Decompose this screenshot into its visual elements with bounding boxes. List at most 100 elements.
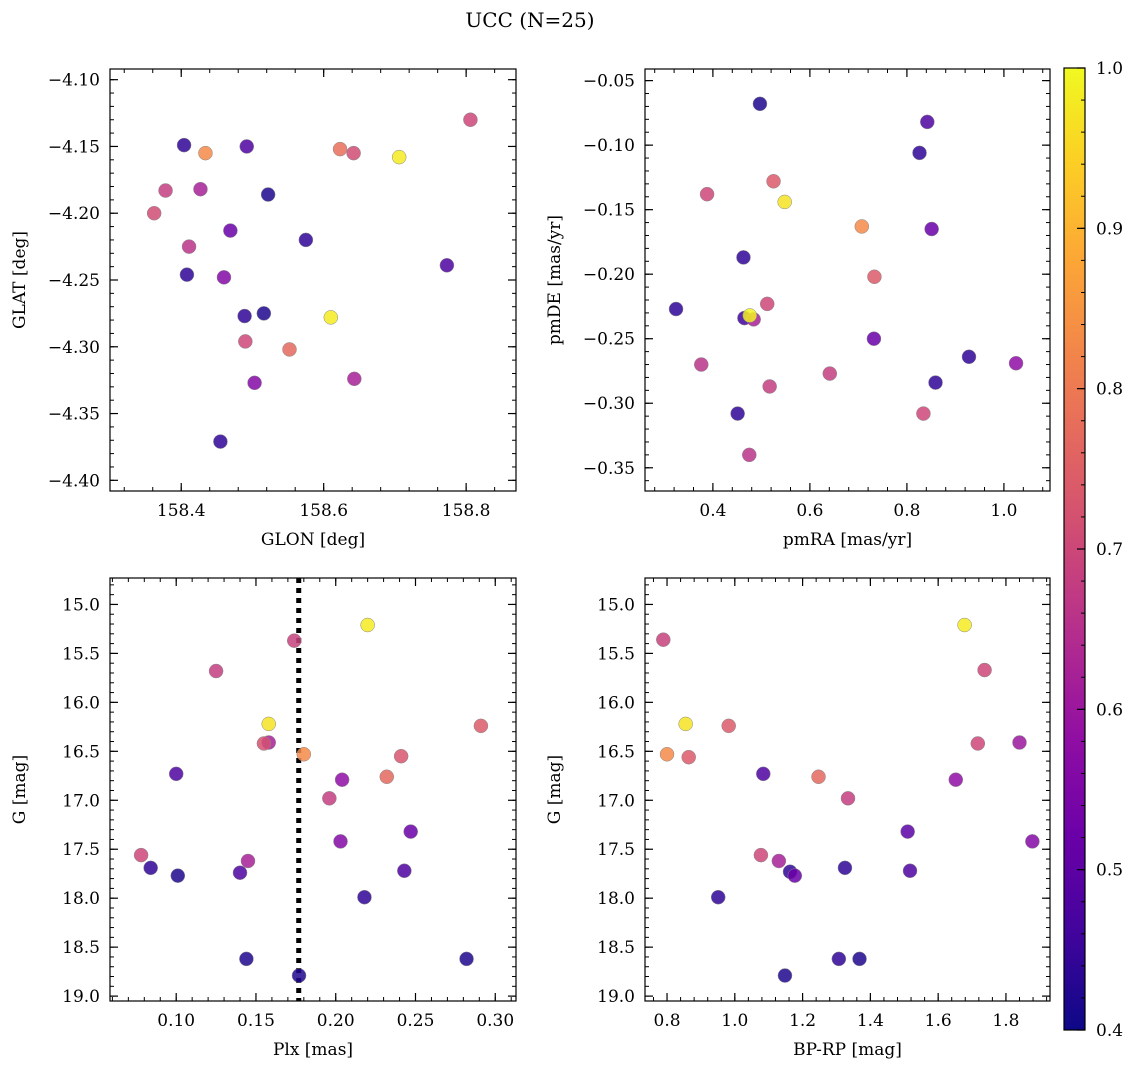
x-tick-label: 0.10 — [157, 1011, 195, 1031]
scatter-point — [282, 342, 297, 357]
colorbar: 0.4 0.5 0.6 0.7 0.8 0.9 1.0 — [1063, 59, 1123, 1041]
colorbar-tick-label: 0.9 — [1096, 219, 1123, 239]
scatter-point — [742, 447, 757, 463]
scatter-point — [916, 406, 931, 421]
data-points — [668, 96, 1024, 463]
scatter-point — [928, 375, 943, 390]
scatter-point — [920, 114, 935, 130]
x-tick-label: 1.2 — [789, 1011, 816, 1031]
scatter-point — [397, 863, 412, 879]
scatter-panel-1: 158.4 158.6 158.8 −4.40 −4.35 −4.30 −4.25 −4.20… — [10, 68, 517, 550]
scatter-point — [1025, 834, 1040, 849]
x-tick-label: 0.8 — [654, 1011, 681, 1031]
scatter-point — [256, 736, 272, 751]
y-tick-label: −4.10 — [48, 71, 100, 91]
scatter-point — [298, 232, 314, 248]
y-axis-label: G [mag] — [545, 755, 565, 824]
y-tick-label: −4.35 — [48, 405, 100, 425]
y-tick-label: 19.0 — [597, 987, 635, 1007]
y-tick-label: 15.5 — [597, 644, 635, 664]
scatter-point — [840, 791, 856, 806]
scatter-point — [961, 349, 977, 365]
scatter-point — [216, 270, 232, 285]
scatter-point — [948, 772, 964, 787]
scatter-point — [391, 149, 407, 165]
y-tick-label: −0.25 — [583, 330, 635, 350]
y-tick-label: 17.5 — [597, 840, 635, 860]
colorbar-tick-label: 0.4 — [1096, 1021, 1123, 1041]
y-tick-label: −0.35 — [583, 459, 635, 479]
scatter-point — [322, 791, 337, 806]
scatter-point — [837, 860, 853, 876]
y-tick-label: 17.0 — [62, 791, 100, 811]
scatter-point — [291, 968, 307, 983]
x-tick-label: 0.20 — [317, 1011, 355, 1031]
scatter-point — [854, 219, 870, 234]
scatter-point — [240, 853, 256, 869]
x-tick-label: 0.6 — [796, 501, 823, 521]
scatter-panel-4: 0.8 1.0 1.2 1.4 1.6 1.8 15.0 15.5 16.0 16.5 17.0 17… — [545, 577, 1051, 1060]
scatter-point — [1008, 355, 1024, 371]
scatter-point — [170, 868, 186, 883]
scatter-point — [822, 366, 838, 381]
y-tick-label: 17.5 — [62, 840, 100, 860]
x-axis-label: GLON [deg] — [261, 530, 365, 550]
scatter-point — [158, 183, 173, 198]
y-tick-label: 19.0 — [62, 987, 100, 1007]
scatter-point — [787, 868, 803, 883]
scatter-point — [261, 716, 276, 732]
axes-frame — [644, 68, 1051, 492]
y-tick-label: 18.5 — [62, 938, 100, 958]
y-tick-label: 16.5 — [62, 742, 100, 762]
scatter-point — [439, 258, 455, 273]
minor-ticks — [110, 578, 516, 1001]
scatter-point — [347, 371, 362, 387]
x-tick-label: 1.6 — [925, 1011, 952, 1031]
y-tick-label: −4.25 — [48, 271, 100, 291]
scatter-point — [710, 889, 726, 905]
scatter-point — [736, 250, 751, 265]
scatter-point — [970, 736, 986, 751]
scatter-point — [333, 834, 348, 849]
x-tick-label: 0.30 — [476, 1011, 514, 1031]
scatter-point — [143, 860, 158, 876]
scatter-point — [256, 306, 272, 321]
axes-frame — [109, 577, 517, 1002]
scatter-point — [1012, 735, 1027, 750]
scatter-point — [777, 194, 792, 210]
scatter-point — [759, 296, 775, 312]
x-tick-label: 1.8 — [992, 1011, 1019, 1031]
scatter-point — [360, 617, 375, 633]
scatter-panel-3: 0.10 0.15 0.20 0.25 0.30 15.0 15.5 16.0 16.5 17.0… — [10, 577, 517, 1060]
scatter-point — [232, 865, 248, 880]
scatter-point — [721, 718, 736, 734]
y-tick-label: −0.15 — [583, 201, 635, 221]
x-tick-label: 0.15 — [237, 1011, 275, 1031]
y-tick-label: 18.5 — [597, 938, 635, 958]
scatter-point — [463, 112, 478, 127]
scatter-panel-2: 0.4 0.6 0.8 1.0 −0.35 −0.30 −0.25 −0.20 −0.15 −0.… — [545, 68, 1051, 550]
minor-ticks — [645, 578, 1050, 1001]
x-tick-label: 0.8 — [893, 501, 920, 521]
colorbar-tick-label: 0.8 — [1096, 380, 1123, 400]
colorbar-tick-label: 1.0 — [1096, 59, 1123, 79]
colorbar-tick-label: 0.5 — [1096, 861, 1123, 881]
y-tick-label: −4.30 — [48, 338, 100, 358]
scatter-point — [831, 951, 847, 967]
scatter-point — [957, 617, 972, 633]
scatter-point — [346, 145, 361, 161]
scatter-point — [239, 139, 255, 154]
y-axis-label: G [mag] — [10, 755, 30, 824]
axes-frame — [109, 68, 517, 492]
x-tick-label: 158.8 — [442, 501, 491, 521]
scatter-point — [379, 769, 395, 785]
scatter-point — [762, 379, 777, 394]
scatter-point — [193, 181, 208, 197]
scatter-point — [659, 747, 675, 762]
y-tick-label: 16.0 — [597, 693, 635, 713]
scatter-point — [742, 308, 758, 323]
scatter-point — [912, 145, 927, 161]
y-axis-label: pmDE [mas/yr] — [545, 215, 565, 345]
y-tick-label: 18.0 — [62, 889, 100, 909]
scatter-panels: 158.4 158.6 158.8 −4.40 −4.35 −4.30 −4.25 −4.20… — [10, 68, 1051, 1060]
